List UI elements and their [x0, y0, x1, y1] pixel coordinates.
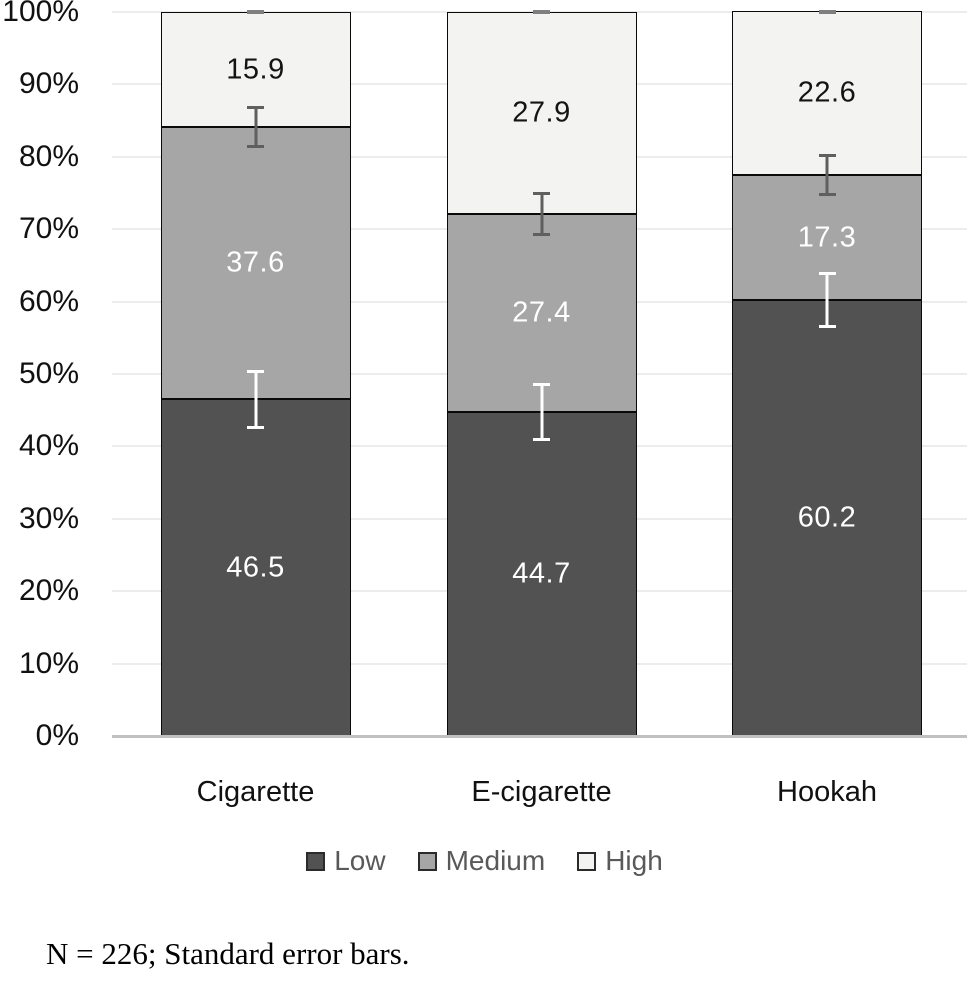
error-bar-cap-bot [533, 232, 550, 236]
bar-segment-low [446, 412, 637, 736]
y-tick-label: 30% [18, 501, 79, 535]
error-bar-cap-top [533, 192, 550, 196]
bar-segment-high [732, 11, 922, 175]
x-axis-line [112, 734, 967, 738]
category-label: Cigarette [196, 776, 315, 808]
y-tick-label: 60% [18, 284, 79, 318]
segment-value-label: 22.6 [797, 76, 857, 109]
error-bar [818, 271, 836, 329]
error-bar-top-cap [533, 10, 550, 14]
legend: Low Medium High [0, 844, 969, 878]
segment-value-label: 37.6 [226, 246, 285, 279]
y-tick-label: 70% [18, 212, 79, 246]
legend-swatch-icon [306, 851, 326, 871]
legend-swatch-icon [577, 851, 597, 871]
error-bar-line [254, 106, 257, 149]
error-bar [818, 153, 836, 196]
category-label: E-cigarette [471, 776, 612, 808]
error-bar-line [254, 369, 257, 429]
error-bar [247, 106, 264, 149]
legend-item-low: Low [306, 845, 386, 877]
segment-value-label: 27.4 [512, 296, 571, 329]
y-tick-label: 80% [18, 139, 79, 173]
segment-value-label: 46.5 [226, 551, 285, 584]
y-tick-label: 40% [18, 429, 79, 463]
segment-value-label: 44.7 [512, 557, 571, 590]
error-bar-top-cap [247, 10, 264, 14]
error-bar-line [540, 383, 543, 442]
segment-value-label: 15.9 [226, 53, 285, 86]
footnote: N = 226; Standard error bars. [46, 936, 410, 971]
segment-value-label: 17.3 [797, 221, 857, 254]
error-bar-cap-bot [533, 438, 550, 442]
error-bar-line [540, 192, 543, 236]
y-tick-label: 0% [35, 719, 79, 752]
error-bar-top-cap [818, 10, 836, 14]
legend-item-medium: Medium [417, 845, 546, 877]
error-bar-line [825, 271, 829, 329]
error-bar [533, 192, 550, 236]
segment-value-label: 27.9 [512, 96, 571, 129]
y-tick-label: 90% [18, 67, 79, 101]
error-bar-cap-bot [247, 145, 264, 149]
error-bar-cap-bot [818, 192, 836, 196]
legend-label: Low [334, 845, 386, 876]
error-bar-cap-top [818, 153, 836, 157]
bar-segment-low [732, 300, 922, 736]
legend-item-high: High [577, 845, 663, 877]
segment-value-label: 60.2 [797, 501, 857, 534]
error-bar [247, 369, 264, 429]
legend-swatch-icon [417, 851, 437, 871]
error-bar-cap-top [247, 106, 264, 110]
error-bar-cap-top [818, 271, 836, 275]
legend-label: Medium [445, 845, 546, 876]
error-bar-cap-top [247, 369, 264, 373]
y-tick-label: 50% [18, 357, 79, 390]
error-bar-line [825, 153, 829, 196]
y-tick-label: 100% [2, 0, 79, 28]
error-bar-cap-bot [247, 426, 264, 429]
y-tick-label: 20% [18, 574, 79, 608]
error-bar-cap-bot [818, 325, 836, 329]
error-bar-cap-top [533, 383, 550, 387]
category-label: Hookah [777, 776, 877, 808]
bar-segment-low [160, 399, 351, 736]
error-bar [533, 383, 550, 442]
bar-segment-high [446, 12, 637, 214]
legend-label: High [605, 845, 663, 876]
y-tick-label: 10% [18, 646, 79, 680]
